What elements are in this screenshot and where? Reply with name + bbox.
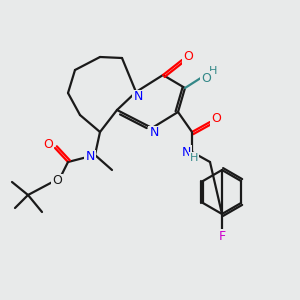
Text: O: O — [52, 175, 62, 188]
Text: O: O — [201, 71, 211, 85]
Text: N: N — [85, 151, 95, 164]
Text: F: F — [218, 230, 226, 242]
Text: O: O — [43, 139, 53, 152]
Text: O: O — [183, 50, 193, 64]
Text: N: N — [181, 146, 191, 158]
Text: N: N — [133, 91, 143, 103]
Text: O: O — [211, 112, 221, 125]
Text: H: H — [190, 153, 198, 163]
Text: H: H — [209, 66, 217, 76]
Text: N: N — [149, 127, 159, 140]
